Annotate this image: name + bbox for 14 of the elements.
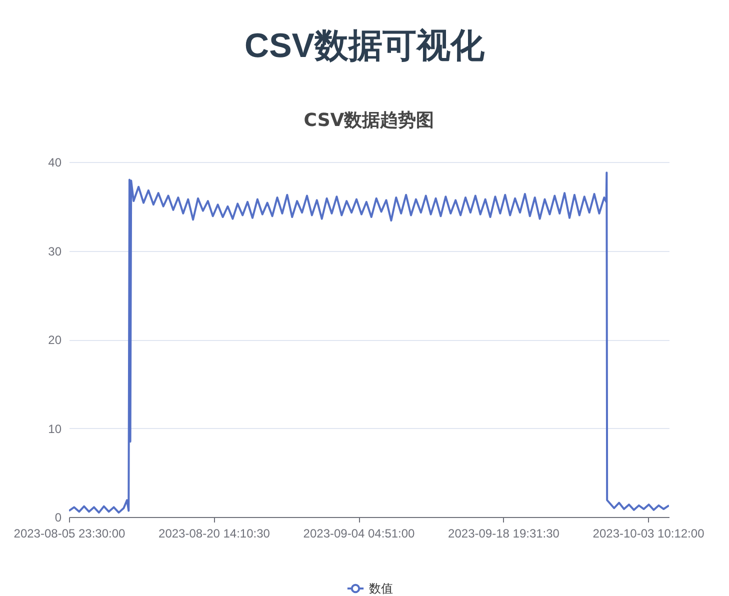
chart-title: CSV数据可视化 (244, 26, 486, 67)
x-tick-label: 2023-08-05 23:30:00 (14, 526, 126, 540)
chart-subtitle: CSV数据趋势图 (304, 110, 434, 131)
line-series (69, 172, 669, 514)
x-tick-label: 2023-10-03 10:12:00 (592, 526, 705, 540)
legend-label: 数值 (369, 582, 393, 596)
y-tick-label: 0 (54, 510, 62, 524)
y-tick-label: 40 (48, 156, 62, 170)
y-tick-label: 20 (48, 333, 62, 347)
x-tick-label: 2023-08-20 14:10:30 (158, 526, 270, 540)
x-tick-label: 2023-09-04 04:51:00 (303, 526, 416, 540)
y-tick-label: 30 (48, 244, 62, 258)
x-tick-label: 2023-09-18 19:31:30 (448, 526, 560, 540)
y-tick-label: 10 (48, 422, 62, 436)
